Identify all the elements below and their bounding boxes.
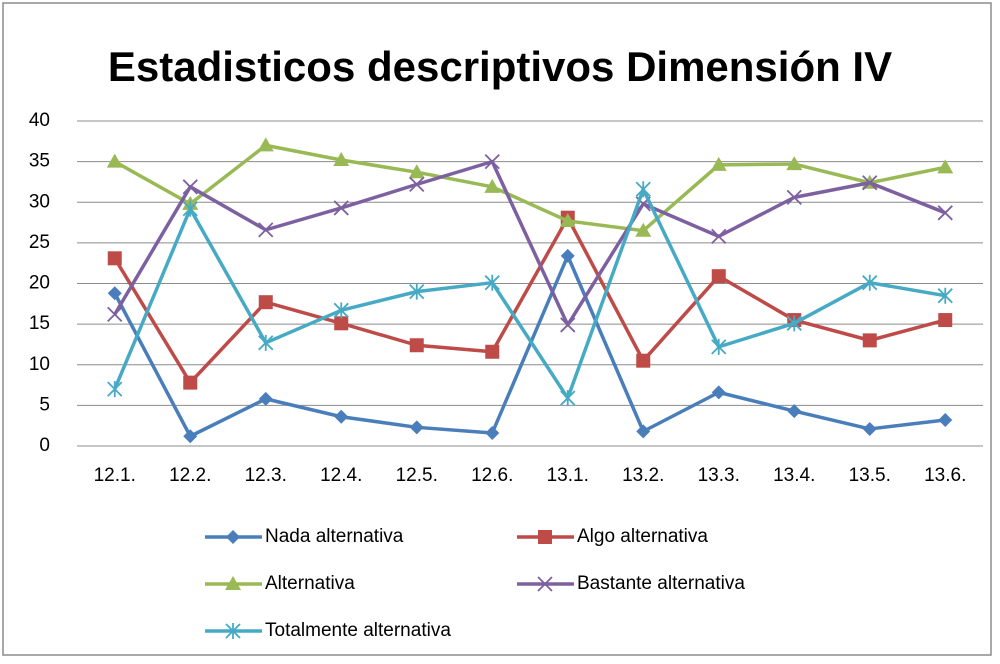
marker	[408, 164, 425, 179]
marker	[183, 429, 198, 444]
legend-label: Alternativa	[265, 573, 355, 594]
x-tick-label: 13.1.	[547, 465, 589, 486]
legend-marker	[537, 576, 553, 592]
marker	[862, 274, 878, 291]
x-tick-label: 13.2.	[622, 465, 664, 486]
x-tick-label: 13.4.	[773, 465, 815, 486]
marker	[484, 178, 501, 193]
y-tick-label: 30	[29, 191, 50, 212]
legend-label: Nada alternativa	[265, 526, 404, 547]
marker	[333, 302, 349, 319]
marker	[711, 269, 726, 284]
x-tick-label: 12.2.	[169, 465, 211, 486]
marker	[862, 333, 877, 348]
marker	[333, 152, 350, 166]
marker	[409, 420, 424, 435]
marker	[710, 156, 727, 171]
marker	[258, 334, 274, 351]
legend-label: Totalmente alternativa	[265, 620, 451, 641]
marker	[107, 306, 123, 323]
y-tick-label: 25	[29, 232, 50, 253]
x-tick-label: 13.5.	[849, 465, 891, 486]
marker	[937, 205, 953, 221]
marker	[258, 295, 273, 310]
x-tick-label: 13.3.	[698, 465, 740, 486]
y-tick-label: 5	[39, 394, 50, 415]
marker	[559, 212, 576, 227]
marker	[257, 137, 274, 152]
marker	[484, 153, 500, 170]
marker	[635, 222, 652, 237]
marker	[183, 375, 198, 390]
marker	[560, 248, 575, 263]
marker	[333, 200, 349, 216]
marker	[711, 385, 726, 400]
x-tick-label: 13.6.	[924, 465, 966, 486]
chart-title: Estadisticos descriptivos Dimensión IV	[108, 43, 892, 90]
marker	[711, 228, 727, 245]
marker	[182, 200, 198, 217]
marker	[560, 390, 576, 407]
marker	[635, 181, 651, 198]
x-tick-label: 12.5.	[396, 465, 438, 486]
marker	[786, 315, 802, 332]
y-tick-label: 35	[29, 151, 50, 172]
marker	[182, 179, 198, 195]
y-tick-label: 15	[29, 313, 50, 334]
series-line	[113, 143, 946, 233]
marker	[938, 413, 953, 427]
marker	[409, 283, 425, 300]
marker	[106, 153, 123, 168]
marker	[485, 426, 500, 440]
marker	[862, 175, 878, 191]
legend-marker	[226, 530, 240, 544]
series-line	[113, 254, 946, 438]
legend-label: Algo alternativa	[577, 526, 708, 547]
marker	[786, 189, 802, 206]
marker	[484, 274, 500, 291]
x-tick-label: 12.1.	[94, 465, 136, 486]
marker	[711, 338, 727, 355]
y-tick-label: 0	[39, 435, 50, 456]
marker	[560, 317, 576, 333]
marker	[258, 222, 274, 238]
x-tick-label: 12.3.	[245, 465, 287, 486]
marker	[107, 381, 123, 398]
legend-label: Bastante alternativa	[577, 573, 745, 594]
marker	[636, 353, 651, 368]
marker	[334, 316, 349, 331]
marker	[107, 251, 122, 266]
series-line	[113, 215, 946, 385]
marker	[937, 287, 953, 304]
series-line	[113, 187, 946, 400]
chart-frame	[2, 2, 992, 656]
marker	[485, 344, 500, 359]
marker	[937, 159, 954, 174]
series-line	[113, 159, 946, 327]
marker	[409, 176, 425, 193]
marker	[258, 391, 273, 406]
x-tick-label: 12.6.	[471, 465, 513, 486]
legend-marker	[538, 530, 552, 544]
marker	[938, 313, 953, 328]
legend-marker	[225, 623, 241, 639]
y-tick-label: 10	[29, 354, 50, 375]
marker	[334, 409, 349, 424]
y-tick-label: 40	[29, 110, 50, 131]
marker	[409, 338, 424, 353]
marker	[862, 421, 877, 436]
marker	[636, 424, 651, 439]
marker	[786, 156, 803, 171]
x-tick-label: 12.4.	[320, 465, 362, 486]
marker	[107, 286, 122, 301]
y-tick-label: 20	[29, 273, 50, 294]
legend-marker	[225, 576, 241, 590]
marker	[787, 404, 802, 419]
